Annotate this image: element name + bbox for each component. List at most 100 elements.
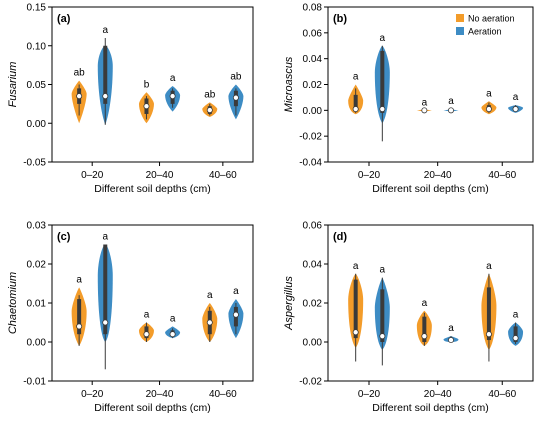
- median-point: [421, 107, 428, 114]
- significance-label: a: [233, 286, 239, 297]
- significance-label: a: [380, 265, 386, 276]
- y-tick-label: -0.05: [23, 158, 46, 169]
- y-tick-label: -0.04: [299, 158, 322, 169]
- iqr-box: [513, 326, 518, 342]
- iqr-box: [380, 50, 385, 113]
- x-tick-label: 20–40: [424, 170, 452, 181]
- median-point: [102, 319, 109, 326]
- y-axis-label: Chaetomium: [7, 272, 19, 334]
- y-tick-label: -0.02: [299, 377, 322, 388]
- iqr-box: [353, 279, 358, 339]
- median-point: [447, 107, 454, 114]
- median-point: [76, 93, 83, 100]
- x-tick-label: 0–20: [358, 389, 381, 400]
- chart-panel-2: -0.04 -0.02 0.00 0.02 0.04 0.06 0.08 0–20 20–40 4…: [283, 3, 534, 195]
- iqr-box: [103, 45, 108, 104]
- x-axis-label: Different soil depths (cm): [94, 402, 211, 414]
- significance-label: ab: [204, 89, 216, 100]
- significance-label: a: [102, 25, 108, 36]
- significance-label: a: [353, 72, 359, 83]
- median-point: [169, 93, 176, 100]
- y-tick-label: -0.02: [299, 132, 322, 143]
- y-tick-label: -0.01: [23, 377, 46, 388]
- median-point: [352, 106, 359, 113]
- y-axis-label: Aspergillus: [283, 276, 295, 331]
- y-tick-label: 0.04: [303, 54, 323, 65]
- panel-label: (a): [57, 13, 71, 25]
- iqr-box: [103, 244, 108, 335]
- median-point: [379, 106, 386, 113]
- chart-panel-3: -0.01 0.00 0.01 0.02 0.03 0–20 20–40 40–60 Diffe…: [7, 221, 254, 414]
- y-tick-label: 0.06: [303, 221, 323, 232]
- x-axis-label: Different soil depths (cm): [94, 183, 211, 195]
- median-point: [143, 331, 150, 338]
- y-tick-label: 0.10: [27, 41, 47, 52]
- x-axis-label: Different soil depths (cm): [372, 183, 489, 195]
- median-point: [485, 331, 492, 338]
- median-point: [102, 93, 109, 100]
- plot-frame: [327, 6, 534, 163]
- legend-swatch: [456, 27, 464, 35]
- y-tick-label: 0.02: [27, 260, 47, 271]
- y-axis-label: Fusarium: [7, 62, 19, 108]
- significance-label: a: [102, 232, 108, 243]
- significance-label: b: [144, 79, 150, 90]
- iqr-box: [380, 289, 385, 342]
- panel-label: (d): [333, 231, 347, 243]
- legend: No aeration Aeration: [456, 14, 515, 37]
- iqr-box: [353, 94, 358, 112]
- y-tick-label: 0.06: [303, 28, 323, 39]
- significance-label: a: [380, 33, 386, 44]
- significance-label: a: [353, 261, 359, 272]
- y-tick-label: 0.00: [303, 106, 323, 117]
- y-tick-label: 0.04: [303, 260, 323, 271]
- y-tick-label: 0.02: [303, 80, 323, 91]
- y-axis-label: Microascus: [283, 56, 295, 112]
- chart-panel-1: -0.05 0.00 0.05 0.10 0.15 0–20 20–40 40–60 Diffe…: [7, 3, 254, 195]
- median-point: [352, 329, 359, 336]
- significance-label: ab: [230, 72, 242, 83]
- x-tick-label: 20–40: [146, 170, 174, 181]
- y-tick-label: 0.01: [27, 299, 47, 310]
- significance-label: a: [448, 96, 454, 107]
- x-tick-label: 20–40: [146, 389, 174, 400]
- x-tick-label: 40–60: [209, 170, 237, 181]
- significance-label: a: [207, 290, 213, 301]
- median-point: [169, 331, 176, 338]
- chart-panel-4: -0.02 0.00 0.02 0.04 0.06 0–20 20–40 40–60 Diffe…: [283, 221, 534, 414]
- median-point: [485, 106, 492, 113]
- significance-label: a: [422, 298, 428, 309]
- legend-swatch: [456, 14, 464, 22]
- significance-label: a: [448, 323, 454, 334]
- iqr-box: [486, 287, 491, 341]
- significance-label: a: [513, 310, 519, 321]
- y-tick-label: 0.03: [27, 221, 47, 232]
- median-point: [76, 323, 83, 330]
- x-tick-label: 20–40: [424, 389, 452, 400]
- y-tick-label: 0.08: [303, 3, 323, 14]
- significance-label: a: [486, 261, 492, 272]
- y-tick-label: 0.00: [303, 338, 323, 349]
- median-point: [379, 333, 386, 340]
- median-point: [421, 333, 428, 340]
- x-tick-label: 0–20: [81, 389, 104, 400]
- x-tick-label: 40–60: [488, 389, 516, 400]
- significance-label: a: [170, 313, 176, 324]
- significance-label: a: [170, 73, 176, 84]
- x-tick-label: 40–60: [488, 170, 516, 181]
- y-tick-label: 0.05: [27, 80, 47, 91]
- iqr-box: [422, 316, 427, 342]
- y-tick-label: 0.00: [27, 338, 47, 349]
- legend-label: Aeration: [468, 27, 502, 37]
- significance-label: a: [144, 310, 150, 321]
- y-tick-label: 0.00: [27, 119, 47, 130]
- x-tick-label: 0–20: [358, 170, 381, 181]
- significance-label: a: [513, 92, 519, 103]
- legend-label: No aeration: [468, 14, 515, 24]
- median-point: [512, 335, 519, 342]
- x-tick-label: 0–20: [81, 170, 104, 181]
- significance-label: a: [76, 274, 82, 285]
- iqr-box: [77, 299, 82, 335]
- y-tick-label: 0.15: [27, 3, 47, 14]
